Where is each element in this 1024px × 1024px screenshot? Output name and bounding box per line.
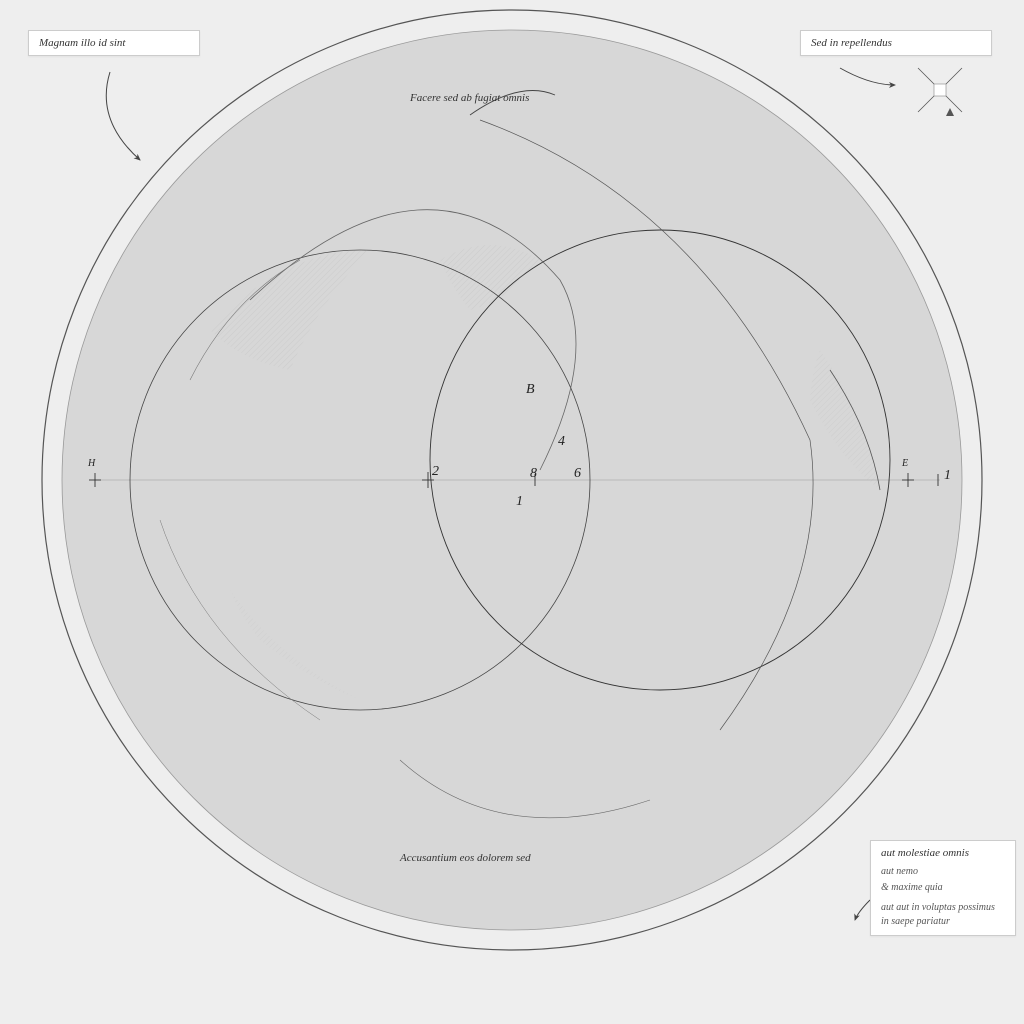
legend-br-line1: aut nemo <box>881 865 1005 879</box>
legend-top-right: Sed in repellendus <box>800 30 992 56</box>
legend-arrow-top-left <box>106 72 140 160</box>
legend-top-left-title: Magnam illo id sint <box>39 37 125 49</box>
legend-br-title: aut molestiae omnis <box>881 847 969 859</box>
marker-B: B <box>526 382 535 398</box>
marker-H: H <box>88 458 95 469</box>
marker-8: 8 <box>530 466 537 482</box>
marker-6: 6 <box>574 466 581 482</box>
legend-top-right-title: Sed in repellendus <box>811 37 892 49</box>
marker-1: 1 <box>516 494 523 510</box>
legend-br-note: aut aut in voluptas possimus in saepe pa… <box>881 901 1005 929</box>
marker-4: 4 <box>558 434 565 450</box>
legend-br-line2: & maxime quia <box>881 881 1005 895</box>
marker-E: E <box>902 458 908 469</box>
legend-arrow-bottom-right <box>855 900 870 920</box>
legend-arrow-top-right <box>840 68 895 85</box>
annotation-top: Facere sed ab fugiat omnis <box>410 92 529 104</box>
legend-top-left: Magnam illo id sint <box>28 30 200 56</box>
annotation-bottom: Accusantium eos dolorem sed <box>400 852 531 864</box>
compass-icon <box>918 68 962 116</box>
marker-R1: 1 <box>944 468 951 484</box>
marker-2: 2 <box>432 464 439 480</box>
legend-bottom-right: aut molestiae omnis aut nemo & maxime qu… <box>870 840 1016 936</box>
